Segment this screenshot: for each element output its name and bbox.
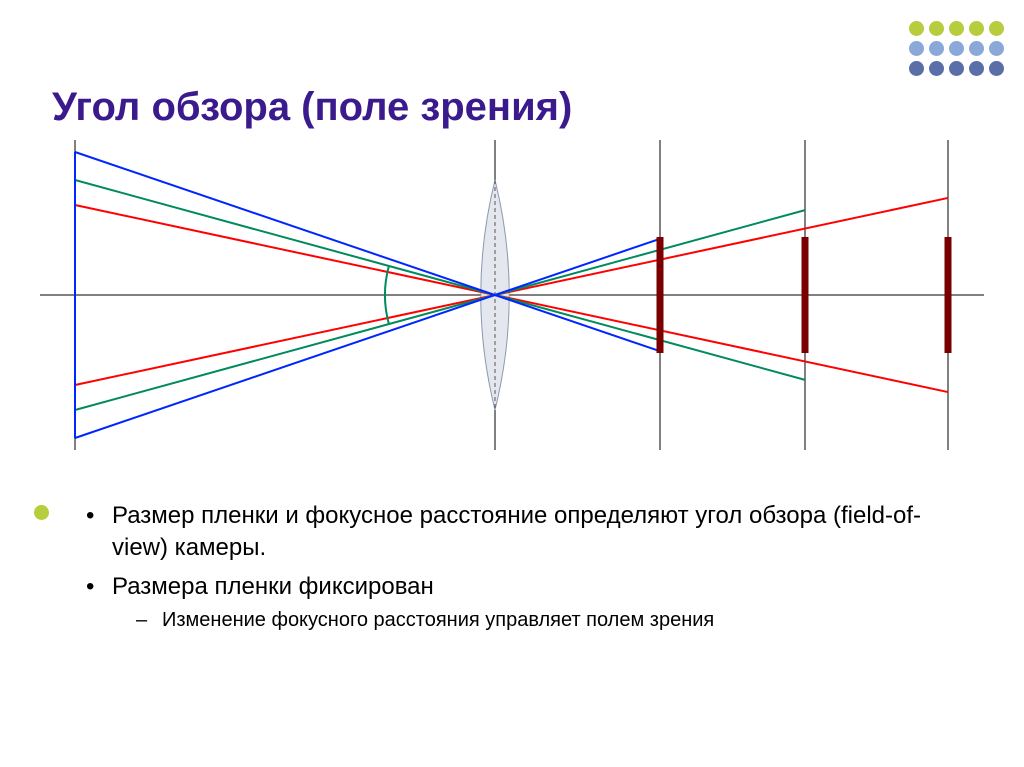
decoration-dots <box>906 18 1006 78</box>
bullet-1: Размер пленки и фокусное расстояние опре… <box>112 500 942 565</box>
bullet-2: Размера пленки фиксирован Изменение фоку… <box>112 571 942 634</box>
bullet-2-1: Изменение фокусного расстояния управляет… <box>162 607 942 634</box>
accent-dot <box>34 505 49 520</box>
slide-title: Угол обзора (поле зрения) <box>52 85 572 130</box>
bullet-list: Размер пленки и фокусное расстояние опре… <box>82 500 942 640</box>
optics-diagram <box>40 130 984 460</box>
